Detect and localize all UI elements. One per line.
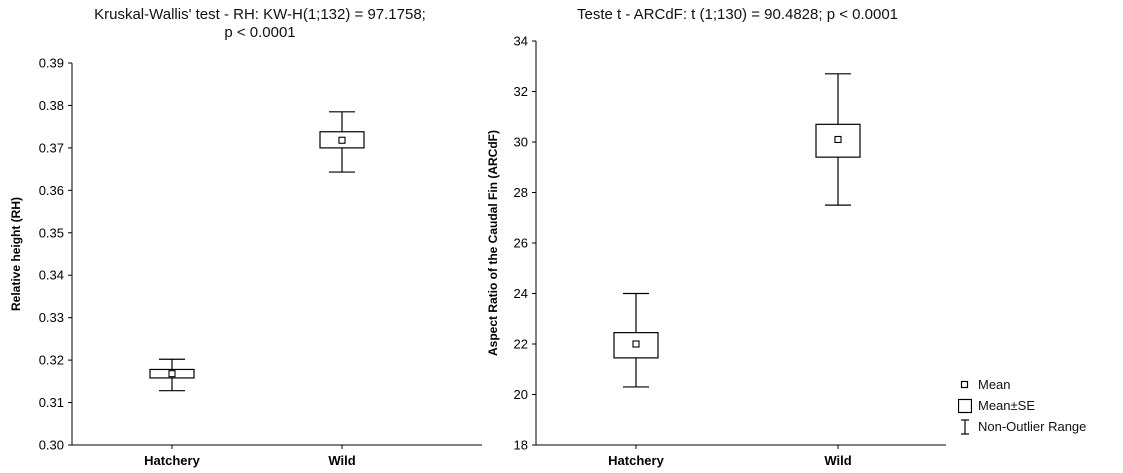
legend-item-se: Mean±SE — [958, 395, 1086, 416]
chart1-ytick-label: 0.35 — [39, 225, 64, 240]
chart1-title: Kruskal-Wallis' test - RH: KW-H(1;132) =… — [0, 6, 520, 42]
chart2-box-hatchery — [613, 292, 659, 388]
range-whisker-icon — [958, 418, 972, 435]
chart1-title-line2: p < 0.0001 — [224, 24, 296, 41]
chart2-xtick-label: Hatchery — [608, 453, 664, 468]
chart1-y-axis-label: Relative height (RH) — [9, 197, 23, 311]
legend-range-label: Non-Outlier Range — [978, 419, 1087, 434]
se-box-icon — [958, 398, 972, 414]
chart2-ytick-label: 28 — [514, 185, 528, 200]
chart2-box-wild — [815, 73, 861, 206]
mean-marker — [168, 370, 176, 378]
mean-marker-icon — [958, 377, 972, 393]
legend-mean-label: Mean — [978, 377, 1011, 392]
chart1-xtick-label: Hatchery — [144, 453, 200, 468]
chart1-box-hatchery — [149, 358, 195, 392]
chart2-ytick-label: 20 — [514, 387, 528, 402]
legend-se-label: Mean±SE — [978, 398, 1035, 413]
chart2-group: 18 20 22 24 26 28 30 32 34 Hatchery Wild Aspect Rat… — [486, 34, 946, 468]
chart2-ytick-label: 32 — [514, 84, 528, 99]
chart1-ytick-label: 0.38 — [39, 98, 64, 113]
chart1-box-wild — [319, 111, 365, 173]
chart1-ytick-label: 0.37 — [39, 140, 64, 155]
legend-item-range: Non-Outlier Range — [958, 416, 1086, 437]
chart1-xtick-label: Wild — [328, 453, 355, 468]
chart1-ytick-label: 0.33 — [39, 310, 64, 325]
chart1-ytick-label: 0.30 — [39, 438, 64, 453]
chart1-group: 0.30 0.31 0.32 0.33 0.34 0.35 0.36 0.37 0.38 0.39… — [9, 56, 482, 468]
chart2-ytick-label: 30 — [514, 135, 528, 150]
chart2-ytick-label: 18 — [514, 438, 528, 453]
chart2-xtick-label: Wild — [824, 453, 851, 468]
mean-marker — [338, 136, 346, 144]
legend-item-mean: Mean — [958, 374, 1086, 395]
chart2-ytick-label: 26 — [514, 236, 528, 251]
mean-marker — [834, 135, 842, 144]
chart2-y-axis-label: Aspect Ratio of the Caudal Fin (ARCdF) — [486, 130, 500, 356]
chart2-ytick-label: 34 — [514, 34, 528, 49]
legend: Mean Mean±SE Non-Outlier Range — [958, 374, 1086, 437]
chart1-ytick-label: 0.32 — [39, 353, 64, 368]
chart1-ytick-label: 0.36 — [39, 183, 64, 198]
chart1-ytick-label: 0.34 — [39, 268, 64, 283]
chart2-ytick-label: 24 — [514, 286, 528, 301]
mean-marker — [632, 340, 640, 348]
chart1-title-line1: Kruskal-Wallis' test - RH: KW-H(1;132) =… — [94, 6, 426, 23]
chart1-ytick-label: 0.31 — [39, 395, 64, 410]
chart1-ytick-label: 0.39 — [39, 56, 64, 71]
chart2-ytick-label: 22 — [514, 337, 528, 352]
chart2-title: Teste t - ARCdF: t (1;130) = 90.4828; p … — [576, 6, 899, 23]
